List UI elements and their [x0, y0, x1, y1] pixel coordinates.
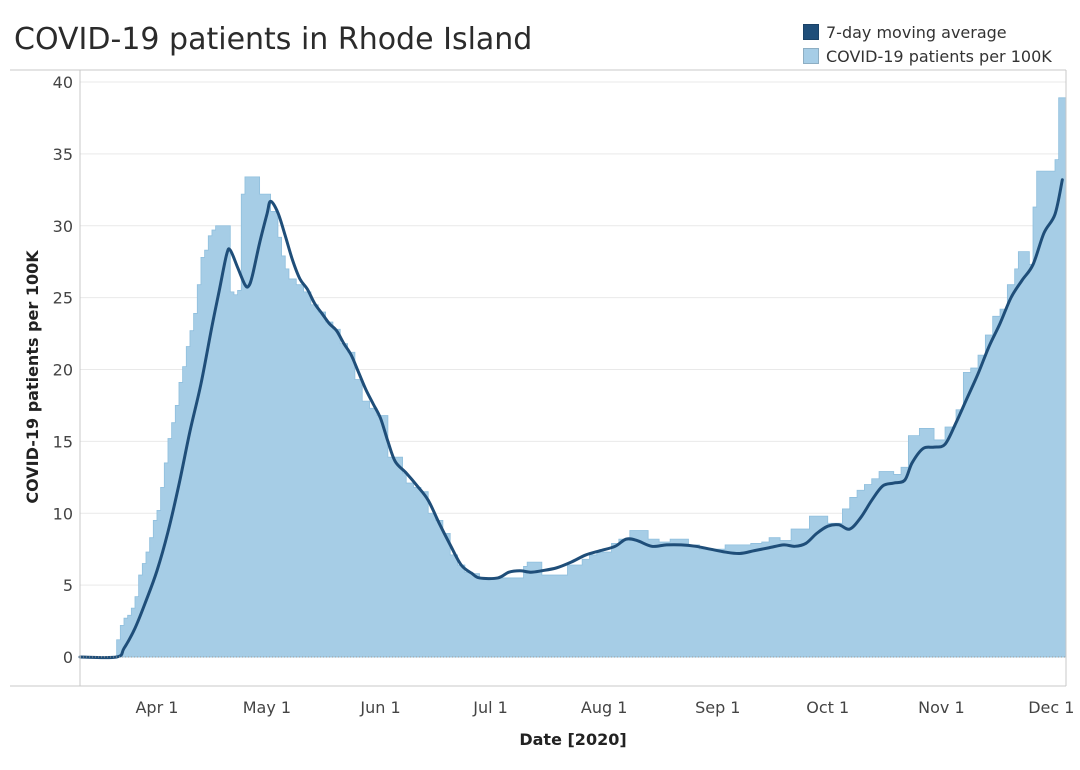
legend-item-patients[interactable]: COVID-19 patients per 100K — [803, 44, 1052, 68]
x-axis-title: Date [2020] — [519, 730, 626, 749]
x-tick-label-oct-1: Oct 1 — [806, 698, 849, 717]
legend: 7-day moving average COVID-19 patients p… — [803, 20, 1052, 68]
y-axis-title: COVID-19 patients per 100K — [23, 250, 42, 504]
y-tick-label-30: 30 — [53, 217, 73, 236]
y-tick-label-25: 25 — [53, 289, 73, 308]
x-tick-label-aug-1: Aug 1 — [581, 698, 628, 717]
line-series-moving-average — [78, 178, 1064, 660]
y-tick-label-15: 15 — [53, 432, 73, 451]
x-tick-label-jul-1: Jul 1 — [472, 698, 508, 717]
y-tick-label-40: 40 — [53, 73, 73, 92]
y-tick-label-5: 5 — [63, 576, 73, 595]
line-layer — [78, 178, 1064, 660]
x-tick-label-sep-1: Sep 1 — [695, 698, 740, 717]
y-axis-ticks: 0 5 10 15 20 25 30 35 40 — [53, 73, 73, 667]
y-tick-label-35: 35 — [53, 145, 73, 164]
chart-title: COVID-19 patients in Rhode Island — [14, 22, 533, 57]
x-tick-label-may-1: May 1 — [243, 698, 291, 717]
y-tick-label-10: 10 — [53, 504, 73, 523]
area-layer — [80, 97, 1067, 658]
x-tick-label-jun-1: Jun 1 — [359, 698, 400, 717]
plot-frame — [10, 69, 1067, 687]
legend-swatch-patients — [803, 48, 819, 64]
legend-label-patients: COVID-19 patients per 100K — [826, 46, 1052, 66]
x-tick-label-apr-1: Apr 1 — [135, 698, 178, 717]
legend-label-moving-average: 7-day moving average — [826, 22, 1007, 42]
legend-swatch-moving-average — [803, 24, 819, 40]
area-series-patients — [80, 97, 1067, 658]
x-tick-label-dec-1: Dec 1 — [1028, 698, 1074, 717]
legend-item-moving-average[interactable]: 7-day moving average — [803, 20, 1052, 44]
x-axis-ticks: Apr 1 May 1 Jun 1 Jul 1 Aug 1 Sep 1 Oct 1 Nov 1… — [135, 698, 1074, 717]
y-tick-label-0: 0 — [63, 648, 73, 667]
x-tick-label-nov-1: Nov 1 — [918, 698, 965, 717]
y-tick-label-20: 20 — [53, 361, 73, 380]
